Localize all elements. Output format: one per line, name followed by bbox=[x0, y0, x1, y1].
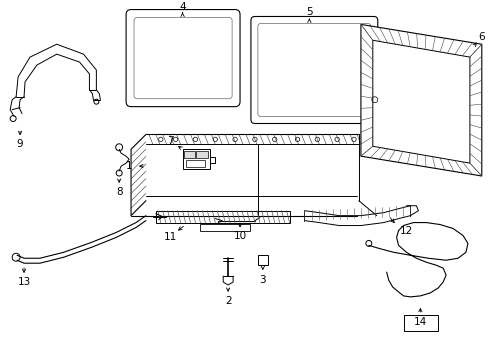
Bar bbox=[257, 255, 267, 265]
Text: 11: 11 bbox=[164, 233, 177, 242]
FancyBboxPatch shape bbox=[257, 23, 370, 117]
Bar bbox=[196, 151, 208, 158]
Bar bbox=[156, 211, 289, 222]
Polygon shape bbox=[372, 40, 469, 163]
Text: 4: 4 bbox=[179, 1, 185, 12]
Text: 9: 9 bbox=[17, 139, 23, 149]
Bar bbox=[182, 149, 210, 169]
Text: 1: 1 bbox=[125, 161, 132, 171]
Text: 5: 5 bbox=[305, 6, 312, 17]
Text: 7: 7 bbox=[167, 136, 174, 146]
Bar bbox=[185, 160, 205, 167]
Text: 3: 3 bbox=[259, 275, 265, 285]
Text: 8: 8 bbox=[116, 187, 122, 197]
Text: 12: 12 bbox=[399, 225, 412, 235]
Bar bbox=[403, 315, 437, 330]
FancyBboxPatch shape bbox=[134, 18, 232, 99]
FancyBboxPatch shape bbox=[126, 10, 240, 107]
Text: 2: 2 bbox=[224, 296, 231, 306]
Text: 13: 13 bbox=[18, 277, 31, 287]
Polygon shape bbox=[360, 24, 481, 176]
Text: 10: 10 bbox=[233, 231, 246, 242]
Bar bbox=[183, 151, 195, 158]
Text: 14: 14 bbox=[413, 317, 426, 327]
Bar bbox=[200, 224, 249, 230]
Text: 6: 6 bbox=[477, 32, 484, 42]
FancyBboxPatch shape bbox=[250, 17, 377, 123]
